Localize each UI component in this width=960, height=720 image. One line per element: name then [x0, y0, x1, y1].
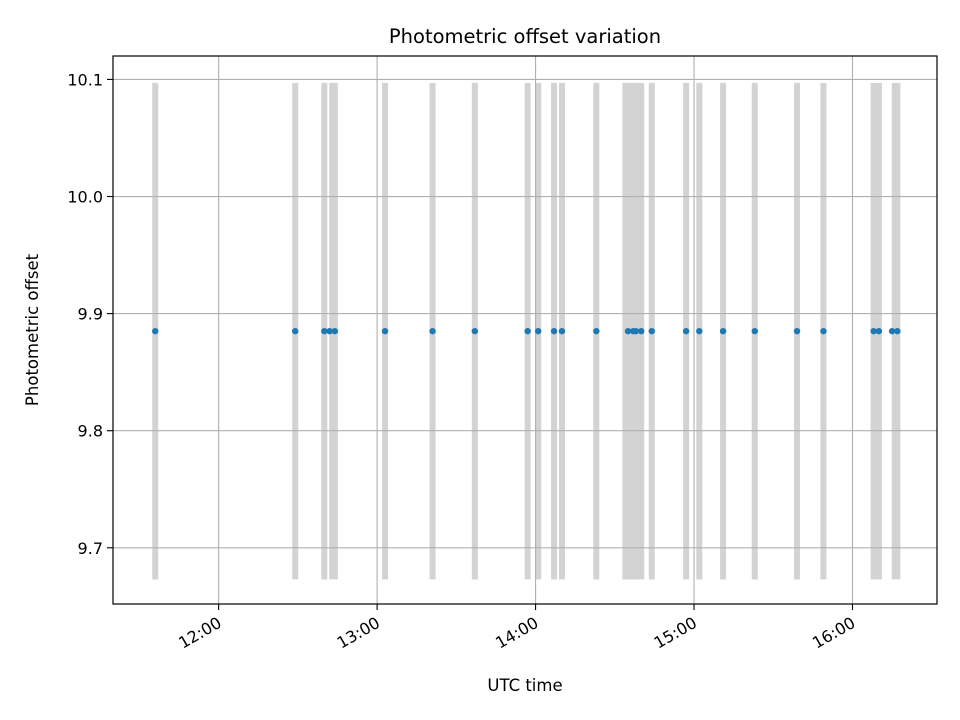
data-point-8: [524, 327, 531, 335]
data-point-15: [632, 327, 640, 335]
y-tick-label-1: 9.8: [78, 422, 103, 441]
y-tick-label-3: 10.0: [67, 188, 103, 207]
data-point-4: [331, 327, 339, 335]
data-point-5: [381, 327, 389, 335]
data-point-23: [820, 327, 827, 335]
points-layer: [152, 327, 901, 335]
y-tick-label-2: 9.9: [78, 305, 103, 324]
data-point-20: [719, 327, 727, 335]
data-point-3: [326, 327, 333, 335]
data-point-19: [696, 327, 703, 335]
data-point-25: [875, 327, 883, 335]
data-point-21: [751, 327, 758, 335]
data-point-11: [558, 327, 566, 335]
chart-title: Photometric offset variation: [389, 25, 661, 48]
data-point-16: [638, 327, 645, 335]
data-point-2: [321, 327, 328, 335]
data-point-27: [894, 327, 901, 335]
data-point-1: [292, 327, 299, 335]
y-tick-label-4: 10.1: [67, 70, 103, 89]
data-point-7: [471, 327, 479, 335]
data-point-18: [682, 327, 690, 335]
y-axis: 9.7 9.8 9.9 10.0 10.1: [67, 70, 113, 558]
data-point-13: [624, 327, 632, 335]
data-point-10: [550, 327, 558, 335]
data-point-22: [793, 327, 801, 335]
data-point-24: [870, 327, 877, 335]
y-axis-title: Photometric offset: [23, 253, 42, 406]
y-tick-label-0: 9.7: [78, 539, 103, 558]
data-point-0: [152, 327, 159, 335]
x-axis-title: UTC time: [487, 676, 562, 695]
data-point-12: [593, 327, 600, 335]
data-point-6: [429, 327, 436, 335]
data-point-9: [535, 327, 542, 335]
data-point-17: [648, 327, 655, 335]
data-point-26: [888, 327, 896, 335]
plot-frame: [112, 55, 938, 605]
